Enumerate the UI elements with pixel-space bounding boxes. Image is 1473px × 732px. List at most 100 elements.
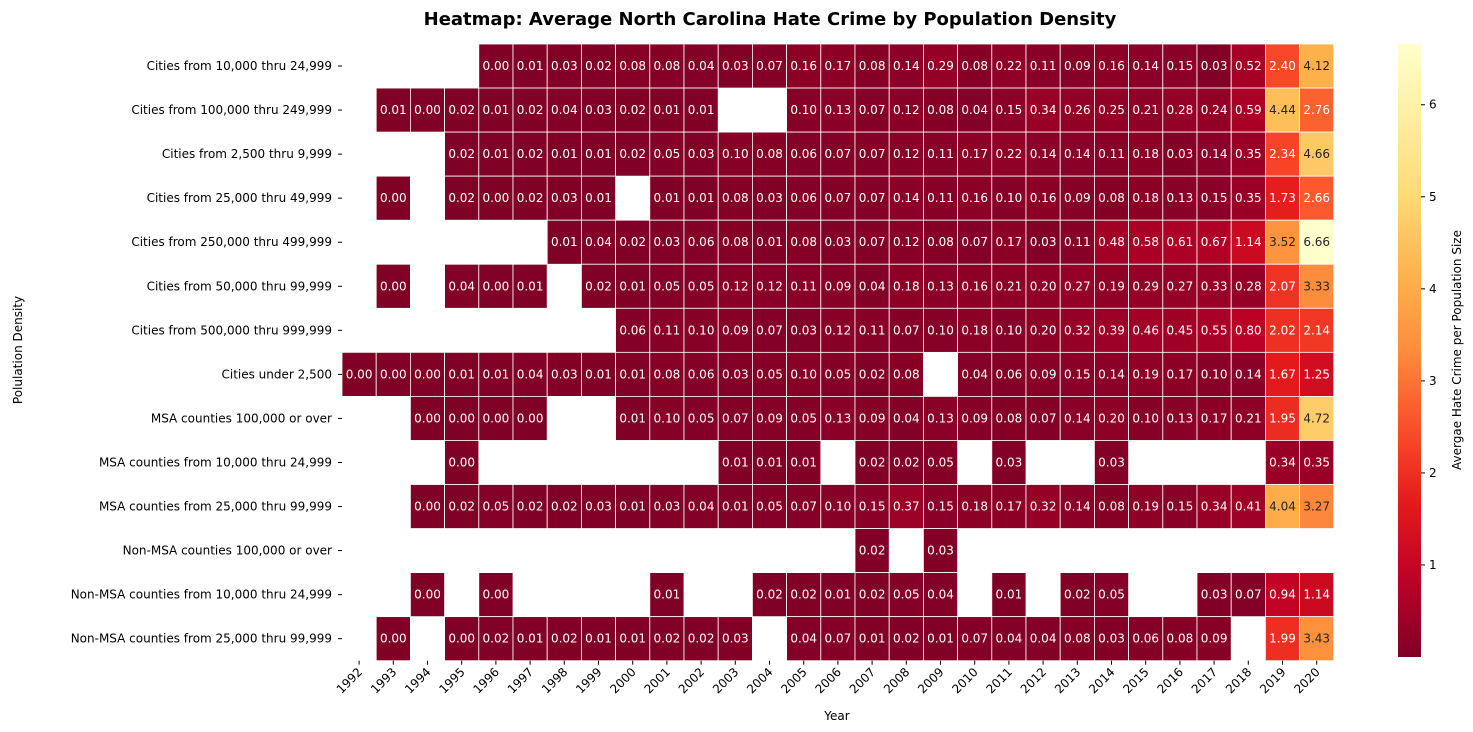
cell-value-label: 0.02 — [859, 588, 886, 602]
heatmap-cell — [444, 616, 480, 662]
heatmap-cell — [1059, 263, 1095, 309]
cell-value-label: 0.05 — [927, 455, 954, 469]
cell-value-label: 0.03 — [1030, 235, 1057, 249]
cell-value-label: 0.13 — [825, 103, 852, 117]
heatmap-cell — [991, 395, 1027, 441]
cell-value-label: 0.02 — [619, 235, 646, 249]
heatmap-cell — [615, 263, 651, 309]
cell-value-label: 0.08 — [961, 59, 988, 73]
cell-value-label: 0.08 — [1064, 632, 1091, 646]
chart-title: Heatmap: Average North Carolina Hate Cri… — [424, 9, 1117, 30]
heatmap-cell — [820, 484, 856, 529]
colorbar-tick-label: 4 — [1429, 282, 1437, 296]
cell-value-label: 0.10 — [688, 323, 715, 337]
cell-value-label: 0.19 — [1132, 500, 1159, 514]
heatmap-cell — [1025, 175, 1061, 221]
heatmap-cell — [1299, 263, 1335, 309]
heatmap-cell — [717, 43, 753, 89]
cell-value-label: 0.00 — [380, 632, 407, 646]
cell-value-label: 0.11 — [1064, 235, 1091, 249]
cell-value-label: 0.80 — [1235, 323, 1262, 337]
cell-value-label: 0.11 — [927, 191, 954, 205]
cell-value-label: 0.09 — [1030, 367, 1057, 381]
heatmap-cell — [1230, 131, 1266, 177]
cell-value-label: 0.01 — [585, 632, 612, 646]
cell-value-label: 0.00 — [346, 367, 373, 381]
heatmap-cell — [1025, 616, 1061, 662]
cell-value-label: 1.25 — [1303, 367, 1330, 381]
x-tick-label: 2019 — [1257, 665, 1288, 696]
cell-value-label: 0.03 — [722, 367, 749, 381]
heatmap-cell — [888, 175, 924, 221]
cell-value-label: 0.16 — [1098, 59, 1125, 73]
heatmap-cell — [683, 484, 719, 529]
heatmap-cell — [1162, 395, 1198, 441]
heatmap-cell — [1265, 484, 1301, 529]
cell-value-label: 0.04 — [996, 632, 1023, 646]
cell-value-label: 0.15 — [1167, 500, 1194, 514]
heatmap-cell — [957, 263, 993, 309]
cell-value-label: 0.03 — [1167, 147, 1194, 161]
cell-value-label: 0.00 — [414, 500, 441, 514]
heatmap-cell — [1059, 351, 1095, 397]
heatmap-cell — [923, 219, 959, 265]
cell-value-label: 0.04 — [1030, 632, 1057, 646]
heatmap-cell — [581, 484, 617, 529]
heatmap-cell — [991, 616, 1027, 662]
cell-value-label: 0.03 — [1201, 588, 1228, 602]
cell-value-label: 0.01 — [380, 103, 407, 117]
cell-value-label: 0.14 — [1064, 500, 1091, 514]
colorbar-label: Avergae Hate Crime per Population Size — [1450, 230, 1464, 470]
cell-value-label: 0.04 — [790, 632, 817, 646]
heatmap-cell — [717, 440, 753, 485]
cell-value-label: 0.01 — [517, 59, 544, 73]
heatmap-cell — [786, 175, 822, 221]
cell-value-label: 0.05 — [825, 367, 852, 381]
cell-value-label: 0.45 — [1167, 323, 1194, 337]
cell-value-label: 0.10 — [722, 147, 749, 161]
cell-value-label: 0.04 — [961, 367, 988, 381]
cell-value-label: 0.00 — [483, 588, 510, 602]
cell-value-label: 0.00 — [414, 411, 441, 425]
x-tick-label: 1996 — [471, 665, 502, 696]
heatmap-cell — [991, 87, 1027, 133]
heatmap-cell — [1196, 43, 1232, 89]
cell-value-label: 0.01 — [551, 235, 578, 249]
cell-value-label: 0.08 — [722, 235, 749, 249]
heatmap-cell — [752, 307, 788, 353]
cell-value-label: 0.02 — [551, 500, 578, 514]
heatmap-cell — [1094, 572, 1130, 618]
x-tick-label: 2015 — [1120, 665, 1151, 696]
heatmap-cell — [1265, 87, 1301, 133]
heatmap-cell — [1094, 484, 1130, 529]
y-axis-label: Polulation Density — [11, 296, 25, 404]
heatmap-cell — [649, 484, 685, 529]
y-tick-label: Cities from 2,500 thru 9,999 — [162, 147, 332, 161]
cell-value-label: 0.02 — [859, 455, 886, 469]
heatmap-cell — [786, 87, 822, 133]
cell-value-label: 2.76 — [1303, 103, 1330, 117]
cell-value-label: 1.67 — [1269, 367, 1296, 381]
heatmap-cell — [581, 131, 617, 177]
heatmap-cell — [1230, 351, 1266, 397]
cell-value-label: 0.08 — [654, 59, 681, 73]
x-axis-label: Year — [823, 709, 849, 723]
cell-value-label: 0.12 — [893, 103, 920, 117]
cell-value-label: 0.01 — [859, 632, 886, 646]
cell-value-label: 0.39 — [1098, 323, 1125, 337]
cell-value-label: 0.03 — [825, 235, 852, 249]
cell-value-label: 0.01 — [996, 588, 1023, 602]
cell-value-label: 0.07 — [961, 632, 988, 646]
cell-value-label: 0.03 — [1201, 59, 1228, 73]
heatmap-cell — [1299, 440, 1335, 485]
cell-value-label: 0.14 — [1064, 147, 1091, 161]
cell-value-label: 0.11 — [654, 323, 681, 337]
cell-value-label: 0.01 — [654, 588, 681, 602]
x-tick-label: 1994 — [402, 665, 433, 696]
cell-value-label: 0.12 — [893, 147, 920, 161]
cell-value-label: 0.18 — [893, 279, 920, 293]
heatmap-cell — [1196, 263, 1232, 309]
x-tick-label: 2012 — [1018, 665, 1049, 696]
heatmap-cell — [786, 484, 822, 529]
cell-value-label: 0.02 — [688, 632, 715, 646]
